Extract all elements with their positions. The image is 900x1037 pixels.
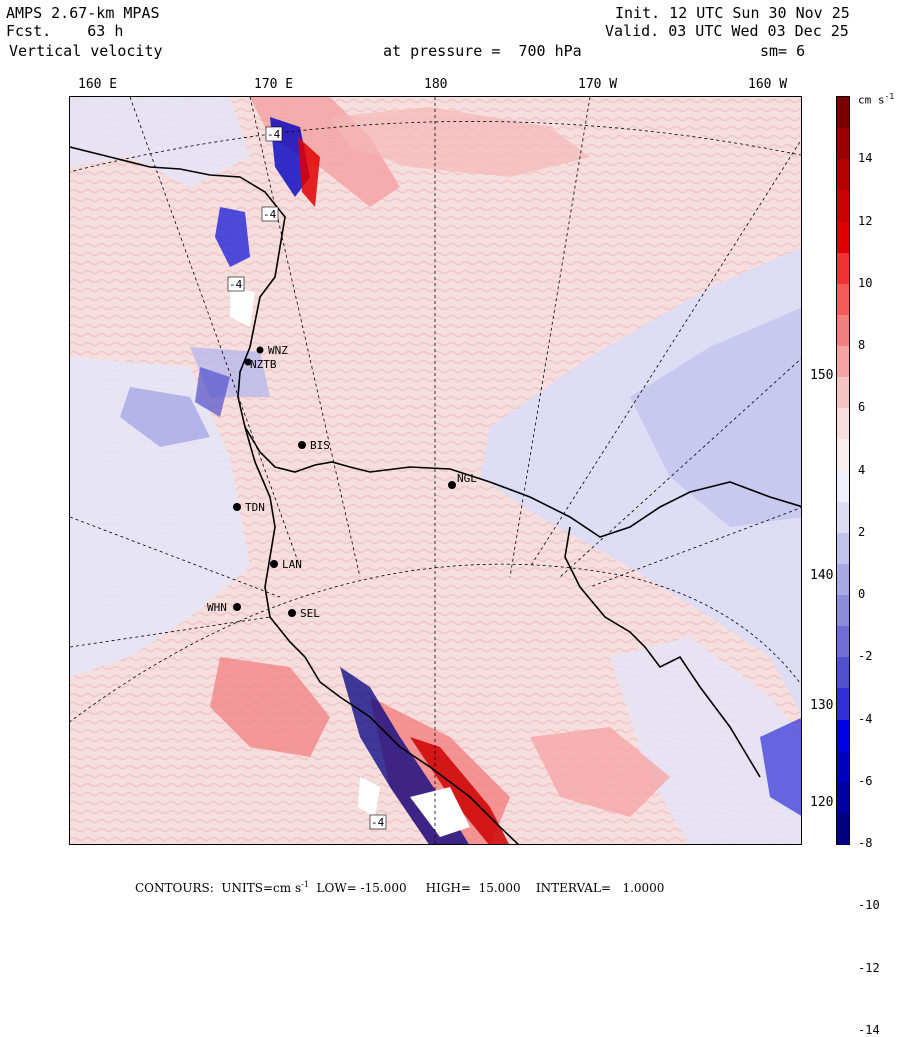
station-dot-tdn [233, 503, 241, 511]
colorbar-segment [837, 97, 849, 129]
colorbar-segment [837, 563, 849, 596]
colorbar-unit: cm s-1 [858, 92, 895, 107]
map-canvas: WNZ NZTB BIS NGL TDN LAN WHN SEL -4 -4 -… [70, 97, 801, 844]
colorbar-segment [837, 283, 849, 316]
station-label-tdn: TDN [245, 501, 265, 514]
colorbar-segment [837, 657, 849, 689]
colorbar-tick-label: -2 [858, 649, 873, 664]
colorbar-tick-label: -6 [858, 773, 873, 788]
forecast-hour: Fcst. 63 h [6, 22, 124, 40]
contour-labels: -4 -4 -4 -4 [227, 126, 387, 830]
lon-label-180: 180 [424, 77, 448, 92]
colorbar-segment [837, 346, 849, 378]
colorbar-tick-label: 0 [858, 587, 866, 601]
station-dot-nztb [244, 358, 252, 366]
colorbar-segment [837, 595, 849, 627]
colorbar-segment [837, 750, 849, 783]
colorbar-tick-label: 10 [858, 275, 873, 290]
station-dot-ngl [448, 481, 456, 489]
colorbar-tick-label: 6 [858, 400, 866, 415]
colorbar-tick-label: -12 [858, 960, 880, 975]
contour-label: -4 [371, 816, 385, 829]
colorbar-segment [837, 408, 849, 440]
station-dot-wnz [256, 346, 264, 354]
coastline [70, 146, 801, 844]
station-label-lan: LAN [282, 558, 302, 571]
colorbar [836, 96, 850, 845]
colorbar-segment [837, 470, 849, 503]
init-time: Init. 12 UTC Sun 30 Nov 25 [615, 4, 850, 22]
pressure-level: at pressure = 700 hPa [383, 42, 582, 60]
vertical-velocity-map: WNZ NZTB BIS NGL TDN LAN WHN SEL -4 -4 -… [69, 96, 802, 845]
colorbar-segment [837, 439, 849, 471]
station-label-wnz: WNZ [268, 344, 288, 357]
colorbar-segment [837, 626, 849, 658]
station-label-whn: WHN [207, 601, 227, 614]
colorbar-segment [837, 159, 849, 191]
lon-label-170w: 170 W [578, 77, 618, 92]
colorbar-tick-label: 8 [858, 338, 866, 352]
colorbar-segment [837, 688, 849, 720]
station-dot-whn [233, 603, 241, 611]
contour-label: -4 [267, 128, 281, 141]
contour-label: -4 [263, 208, 277, 221]
colorbar-segment [837, 377, 849, 409]
colorbar-tick-label: -8 [858, 836, 873, 850]
colorbar-segment [837, 314, 849, 347]
colorbar-segment [837, 252, 849, 285]
lon-label-160w: 160 W [748, 77, 788, 92]
smoothing-value: sm= 6 [760, 42, 806, 60]
contour-label: -4 [229, 278, 243, 291]
colorbar-segment [837, 532, 849, 565]
station-label-bis: BIS [310, 439, 330, 452]
colorbar-segment [837, 221, 849, 254]
station-label-nztb: NZTB [250, 358, 277, 371]
station-label-sel: SEL [300, 607, 320, 620]
lon-label-170e: 170 E [254, 77, 294, 92]
graticule [70, 97, 801, 844]
model-title: AMPS 2.67-km MPAS [6, 4, 160, 22]
colorbar-segment [837, 128, 849, 160]
station-label-ngl: NGL [457, 472, 477, 485]
colorbar-tick-label: -10 [858, 898, 880, 913]
colorbar-tick-label: 2 [858, 524, 866, 539]
colorbar-segment [837, 812, 849, 845]
station-dot-bis [298, 441, 306, 449]
lon-label-160e: 160 E [78, 77, 118, 92]
contour-footer: CONTOURS: UNITS=cm s-1 LOW= -15.000 HIGH… [135, 880, 665, 895]
colorbar-tick-label: -14 [858, 1022, 880, 1037]
colorbar-tick-label: 14 [858, 151, 873, 166]
field-name: Vertical velocity [9, 42, 163, 60]
station-dot-lan [270, 560, 278, 568]
colorbar-segment [837, 190, 849, 222]
colorbar-segment [837, 501, 849, 534]
colorbar-segment [837, 719, 849, 752]
valid-time: Valid. 03 UTC Wed 03 Dec 25 [605, 22, 849, 40]
station-markers: WNZ NZTB BIS NGL TDN LAN WHN SEL [207, 344, 477, 620]
colorbar-tick-label: 12 [858, 213, 873, 228]
colorbar-tick-label: 4 [858, 462, 866, 477]
colorbar-tick-label: -4 [858, 711, 873, 726]
station-dot-sel [288, 609, 296, 617]
colorbar-segment [837, 781, 849, 814]
